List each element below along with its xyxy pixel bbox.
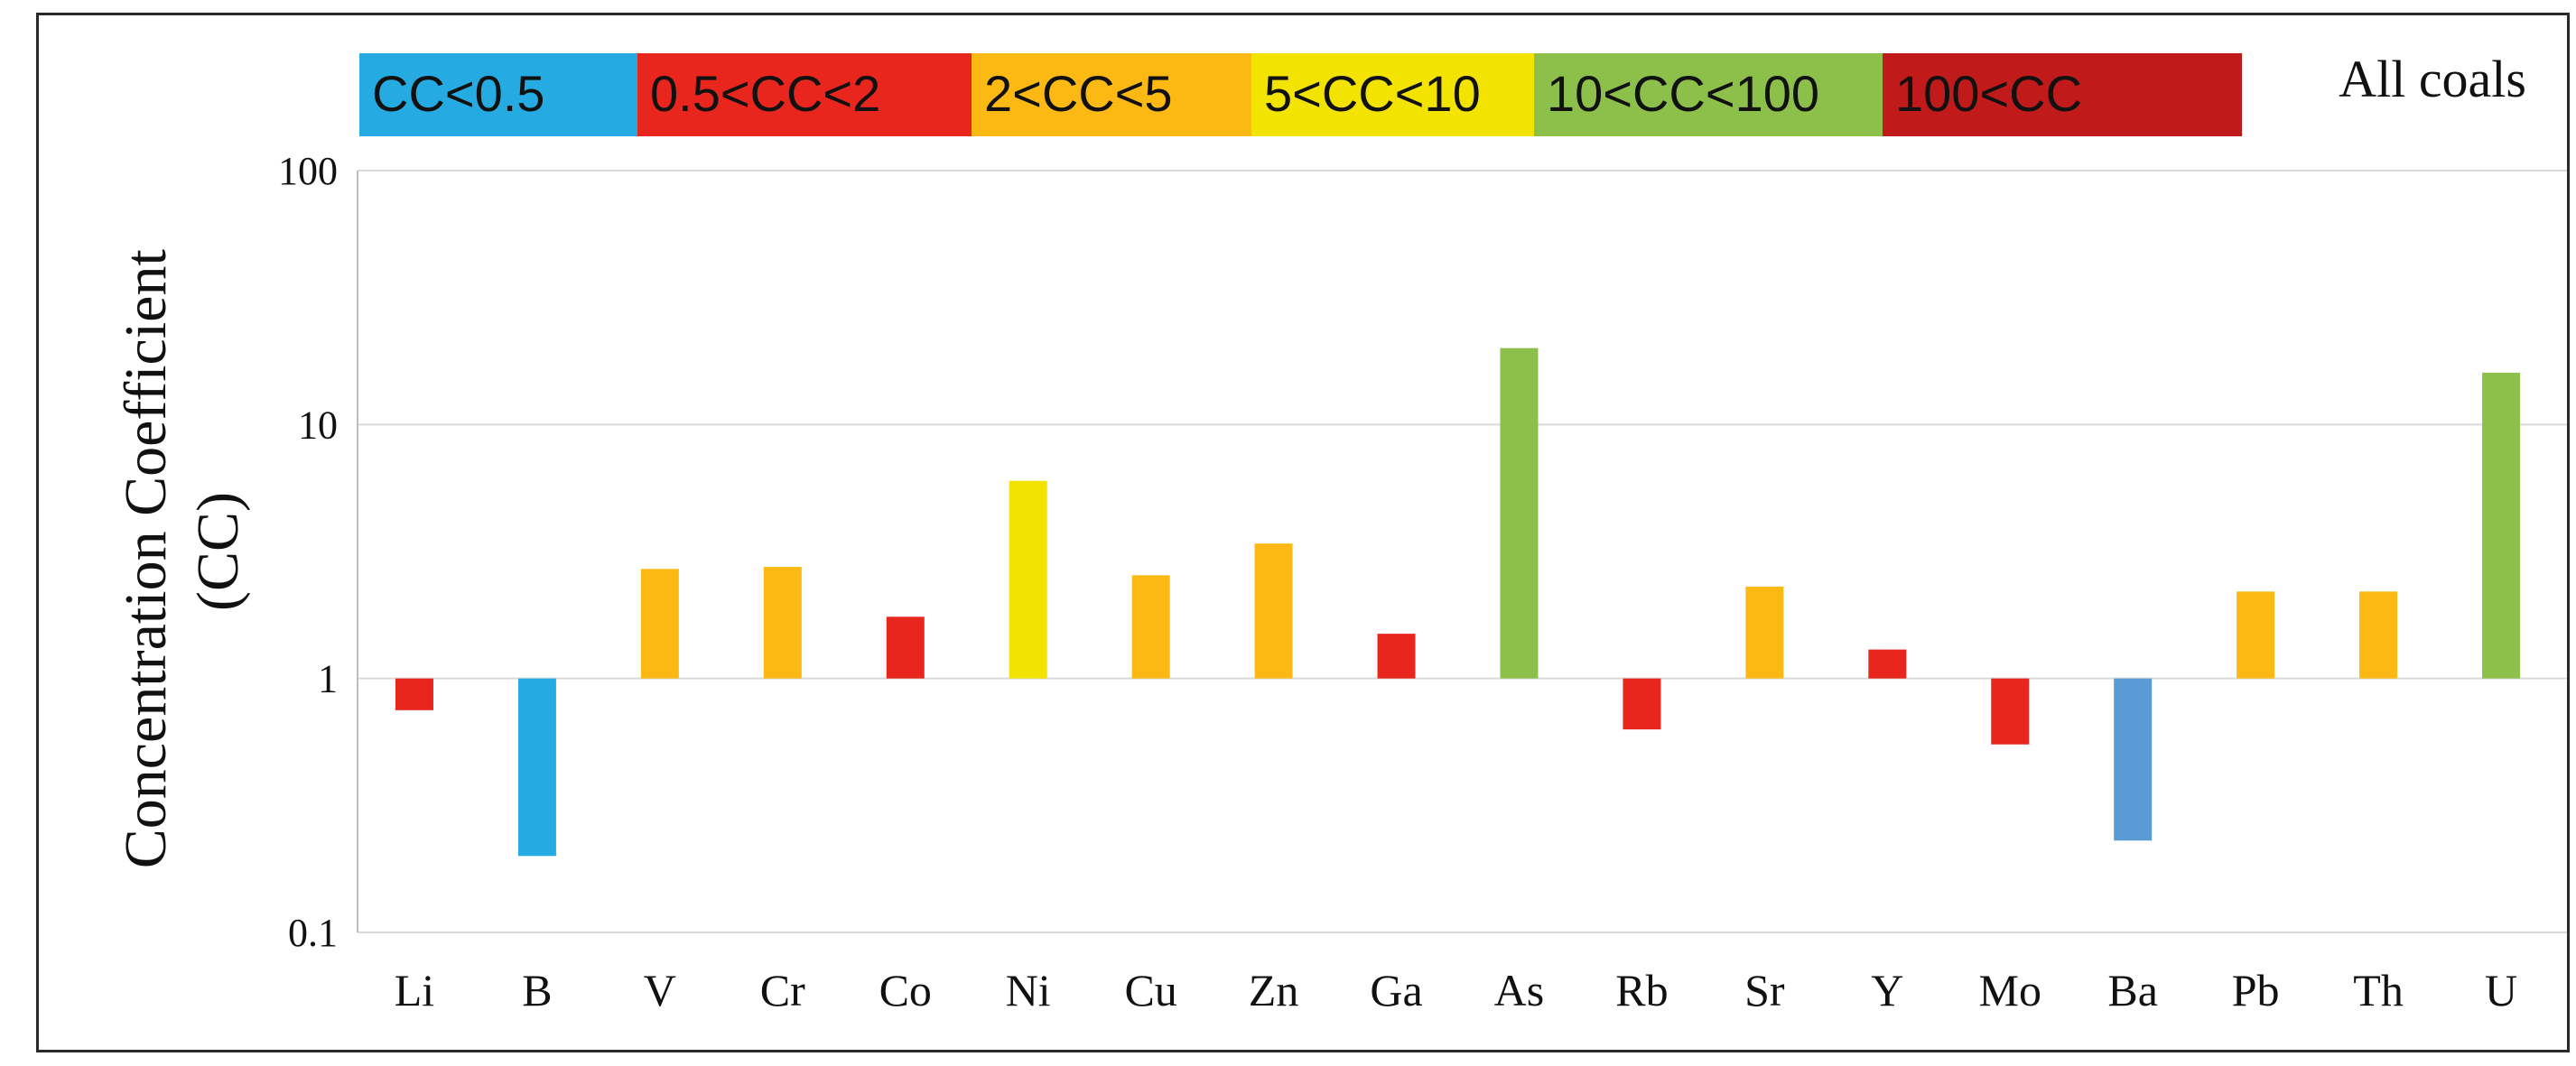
bar-zn — [1254, 543, 1293, 679]
y-axis-label-line-1: Concentration Coefficient — [113, 249, 179, 868]
legend-swatch — [1883, 53, 2242, 136]
x-tick-label: U — [2485, 965, 2517, 1015]
x-tick-label: Co — [879, 965, 932, 1015]
chart-canvas: CC<0.5 0.5<CC<2 2<CC<5 5<CC<10 10<CC<100 100<… — [113, 50, 2567, 1015]
x-tick-label: B — [522, 965, 552, 1015]
bar-pb — [2237, 591, 2275, 679]
legend-swatch — [1534, 53, 1883, 136]
bar-v — [640, 569, 679, 679]
legend-label: 10<CC<100 — [1547, 65, 1819, 122]
x-axis-labels: Li B V Cr Co Ni Cu Zn Ga As Rb Sr Y Mo Ba Pb Th U — [395, 965, 2517, 1015]
y-axis-label-line-2: (CC) — [185, 492, 251, 611]
bar-b — [517, 678, 556, 857]
y-tick-label: 1 — [318, 657, 338, 701]
bars — [395, 348, 2521, 857]
legend-swatch — [1251, 53, 1534, 136]
x-tick-label: Y — [1871, 965, 1903, 1015]
legend-label: 2<CC<5 — [984, 65, 1173, 122]
bar-co — [886, 616, 925, 679]
legend-swatch — [359, 53, 637, 136]
x-tick-label: Th — [2353, 965, 2404, 1015]
x-tick-label: Mo — [1979, 965, 2041, 1015]
y-tick-label: 10 — [298, 403, 338, 447]
legend-label: 100<CC — [1895, 65, 2082, 122]
legend-label: 0.5<CC<2 — [650, 65, 880, 122]
bar-as — [1500, 348, 1539, 679]
y-axis-label: Concentration Coefficient (CC) — [113, 235, 251, 869]
x-tick-label: Cr — [760, 965, 805, 1015]
x-tick-label: Ni — [1006, 965, 1051, 1015]
bar-cr — [763, 567, 802, 679]
x-tick-label: Ga — [1370, 965, 1422, 1015]
bar-th — [2359, 591, 2398, 679]
bar-sr — [1745, 586, 1784, 679]
legend-label: CC<0.5 — [372, 65, 544, 122]
x-tick-label: As — [1494, 965, 1545, 1015]
legend-label: 5<CC<10 — [1264, 65, 1481, 122]
x-tick-label: Sr — [1744, 965, 1785, 1015]
bar-ba — [2114, 678, 2153, 841]
bar-mo — [1991, 678, 2030, 745]
bar-u — [2482, 372, 2521, 679]
x-tick-label: V — [644, 965, 676, 1015]
y-tick-label: 0.1 — [288, 911, 338, 955]
x-tick-label: Zn — [1249, 965, 1299, 1015]
x-tick-label: Li — [395, 965, 434, 1015]
bar-cu — [1131, 575, 1170, 679]
bar-li — [395, 678, 433, 710]
legend: CC<0.5 0.5<CC<2 2<CC<5 5<CC<10 10<CC<100 100<… — [359, 53, 2242, 136]
y-tick-label: 100 — [278, 149, 338, 193]
legend-swatch — [972, 53, 1251, 136]
chart-figure: CC<0.5 0.5<CC<2 2<CC<5 5<CC<10 10<CC<100 100<… — [36, 13, 2570, 1052]
chart-subtitle: All coals — [2339, 50, 2526, 108]
x-tick-label: Rb — [1615, 965, 1668, 1015]
y-axis-ticks: 0.1 1 10 100 — [278, 149, 338, 955]
bar-y — [1868, 649, 1907, 679]
x-tick-label: Pb — [2232, 965, 2280, 1015]
bar-rb — [1623, 678, 1661, 730]
x-tick-label: Cu — [1124, 965, 1176, 1015]
bar-ni — [1009, 480, 1047, 679]
legend-swatch — [637, 53, 972, 136]
x-tick-label: Ba — [2107, 965, 2158, 1015]
gridlines — [358, 170, 2567, 933]
bar-ga — [1377, 634, 1416, 679]
